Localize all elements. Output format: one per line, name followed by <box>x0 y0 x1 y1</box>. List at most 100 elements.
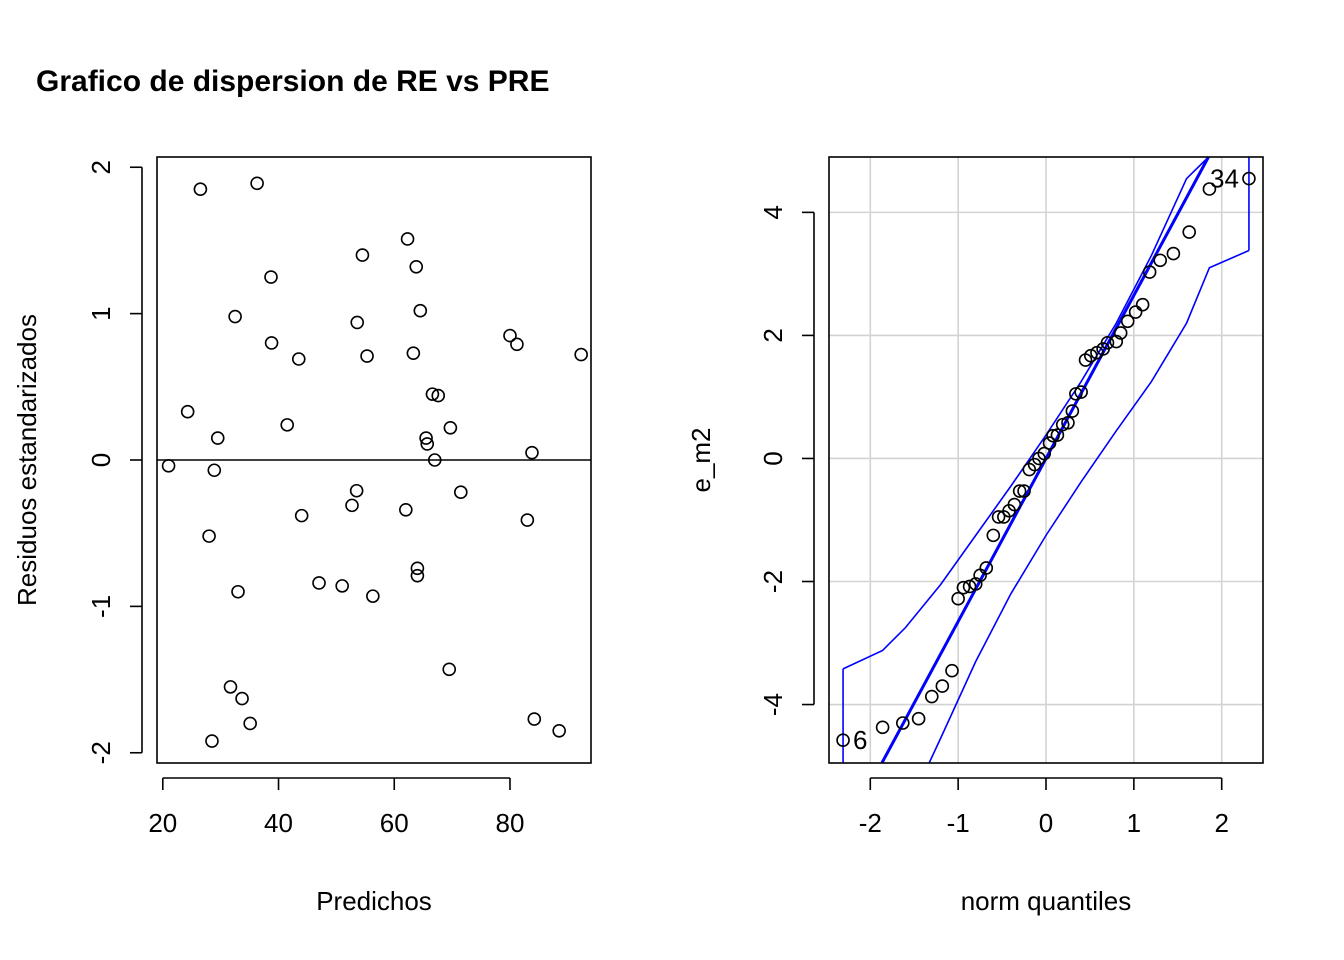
data-point <box>420 437 435 451</box>
qq-point <box>911 711 926 726</box>
data-point <box>250 176 264 191</box>
envelope-upper <box>842 156 1210 670</box>
qq-point <box>1037 446 1052 461</box>
x-tick-label: 80 <box>496 808 525 838</box>
qq-point <box>1142 265 1157 279</box>
qq-point <box>935 679 950 693</box>
qq-points <box>836 171 1256 748</box>
data-point <box>349 483 364 498</box>
data-point <box>264 270 278 284</box>
data-point <box>410 561 425 576</box>
data-point <box>574 347 588 362</box>
data-point <box>228 309 242 324</box>
data-point <box>413 303 428 318</box>
data-point <box>453 485 468 500</box>
title-clip-mask <box>674 50 794 110</box>
y-tick-label: -2 <box>758 570 788 593</box>
qq-panel: 6 34 -2 -1 0 1 2 -4 -2 0 2 4 norm quantiles e_m2 <box>686 156 1264 916</box>
data-point <box>207 463 222 478</box>
data-point <box>205 734 219 748</box>
data-point <box>280 418 295 432</box>
x-tick-label: 2 <box>1214 808 1228 838</box>
data-point <box>520 513 535 527</box>
qq-point <box>1100 335 1115 350</box>
y-tick-label: 0 <box>86 453 116 467</box>
y-tick-label: -4 <box>758 693 788 716</box>
qq-point <box>836 733 850 748</box>
qq-point <box>986 528 1001 543</box>
x-tick-label: 20 <box>148 808 177 838</box>
data-point <box>525 445 539 460</box>
qq-point <box>1007 497 1022 512</box>
data-point <box>193 182 208 197</box>
data-point <box>510 337 524 352</box>
qq-point <box>1050 428 1065 442</box>
qq-point <box>1120 314 1135 329</box>
data-point <box>294 508 309 523</box>
x-axis-right: -2 -1 0 1 2 <box>859 777 1229 838</box>
data-point <box>400 232 415 246</box>
y-axis-right: -4 -2 0 2 4 <box>758 205 815 716</box>
y-tick-label: -2 <box>86 741 116 764</box>
qq-point <box>1153 253 1168 268</box>
qq-point <box>968 577 983 591</box>
data-point <box>161 459 176 473</box>
qq-point <box>1109 334 1124 349</box>
x-tick-label: 0 <box>1039 808 1053 838</box>
qq-point <box>956 580 971 595</box>
x-axis-label-left: Predichos <box>316 886 432 916</box>
qq-point <box>1065 404 1080 418</box>
data-point <box>409 259 424 274</box>
qq-point <box>1074 385 1088 399</box>
data-point <box>355 248 370 262</box>
y-axis-left: -2 -1 0 1 2 <box>86 160 143 764</box>
point-label: 34 <box>1210 164 1239 194</box>
y-tick-label: 2 <box>86 160 116 174</box>
qq-point <box>1128 305 1143 319</box>
qq-point <box>1182 225 1197 239</box>
x-tick-label: -1 <box>947 808 970 838</box>
plot-frame-right <box>828 156 1264 764</box>
x-axis-left: 20 40 60 80 <box>148 777 525 838</box>
qq-point <box>945 663 959 678</box>
data-point <box>443 420 458 435</box>
chart-title: Grafico de dispersion de RE vs PRE <box>36 65 550 98</box>
data-point <box>427 453 442 467</box>
data-point <box>312 576 326 590</box>
y-tick-label: 1 <box>86 306 116 320</box>
qq-point <box>1113 326 1128 340</box>
data-point <box>345 498 359 513</box>
data-point <box>335 579 349 593</box>
data-point <box>243 716 257 731</box>
qq-point <box>1166 246 1181 261</box>
data-point <box>410 568 425 583</box>
qq-point <box>1135 297 1150 312</box>
y-tick-label: 2 <box>758 328 788 342</box>
data-point <box>399 502 413 517</box>
data-point <box>223 680 238 694</box>
x-tick-label: 40 <box>264 808 293 838</box>
y-tick-label: 4 <box>758 205 788 219</box>
data-point <box>350 315 365 330</box>
data-point <box>291 352 306 366</box>
qq-point <box>991 510 1006 524</box>
x-axis-label-right: norm quantiles <box>961 886 1132 916</box>
data-point <box>425 387 440 401</box>
qq-point <box>1012 484 1027 498</box>
y-tick-label: -1 <box>86 595 116 618</box>
data-point <box>431 388 446 403</box>
data-point <box>406 346 421 360</box>
x-tick-label: -2 <box>859 808 882 838</box>
confidence-envelope <box>842 156 1250 764</box>
data-point <box>231 584 245 599</box>
data-point <box>419 431 433 445</box>
qq-point <box>962 579 977 594</box>
data-point <box>442 662 457 677</box>
qq-point <box>951 591 965 606</box>
qq-point <box>1046 428 1060 443</box>
qq-point <box>895 716 910 730</box>
y-axis-label-right: e_m2 <box>686 427 716 492</box>
y-axis-label-left: Residuos estandarizados <box>12 314 42 606</box>
x-tick-label: 60 <box>380 808 409 838</box>
